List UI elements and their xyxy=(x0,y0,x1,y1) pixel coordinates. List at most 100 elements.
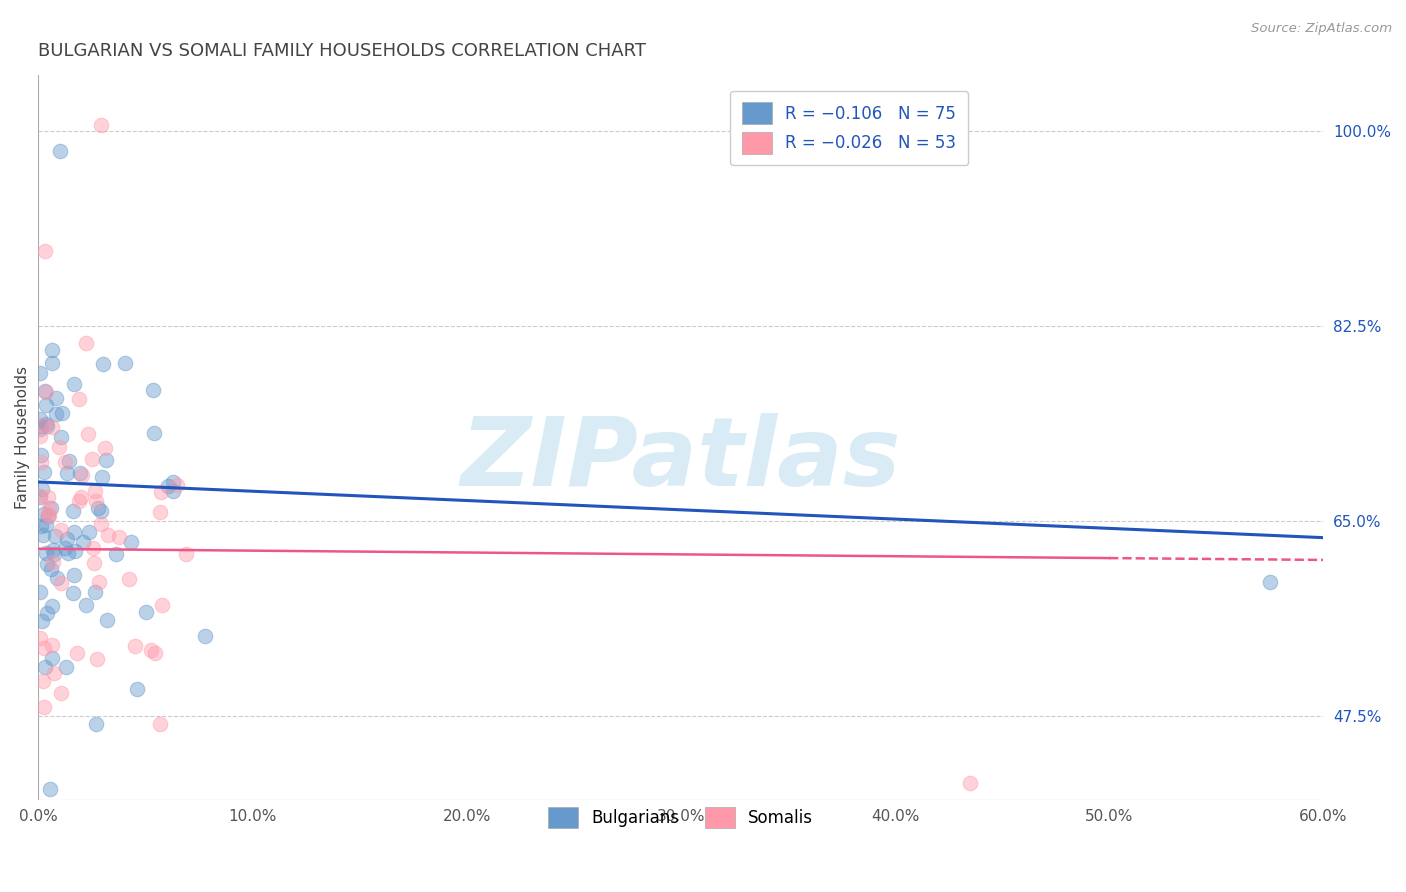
Point xyxy=(49,523,72,537)
Point xyxy=(35,384,58,399)
Point xyxy=(55,660,77,674)
Point xyxy=(32,674,55,689)
Point xyxy=(45,391,67,405)
Point xyxy=(104,547,127,561)
Point xyxy=(174,547,197,561)
Point xyxy=(166,478,188,492)
Point xyxy=(63,544,86,558)
Point xyxy=(35,417,58,431)
Point xyxy=(42,547,65,561)
Point xyxy=(49,430,72,444)
Point xyxy=(139,643,162,657)
Point xyxy=(157,479,180,493)
Point xyxy=(143,425,166,440)
Point xyxy=(120,535,142,549)
Point xyxy=(41,343,63,357)
Point xyxy=(75,598,97,612)
Point xyxy=(41,638,63,652)
Point xyxy=(124,639,146,653)
Point xyxy=(83,483,105,498)
Point xyxy=(39,500,62,515)
Point xyxy=(118,573,141,587)
Point xyxy=(56,466,79,480)
Point xyxy=(35,419,58,434)
Point xyxy=(162,475,184,489)
Point xyxy=(55,533,77,547)
Point xyxy=(77,524,100,539)
Point xyxy=(70,490,93,504)
Point xyxy=(32,528,55,542)
Point xyxy=(51,686,73,700)
Point xyxy=(35,558,58,572)
Text: Source: ZipAtlas.com: Source: ZipAtlas.com xyxy=(1251,22,1392,36)
Point xyxy=(162,483,184,498)
Point xyxy=(30,366,52,380)
Point xyxy=(149,716,172,731)
Text: BULGARIAN VS SOMALI FAMILY HOUSEHOLDS CORRELATION CHART: BULGARIAN VS SOMALI FAMILY HOUSEHOLDS CO… xyxy=(38,42,647,60)
Point xyxy=(84,717,107,731)
Point xyxy=(35,518,58,533)
Point xyxy=(62,568,84,582)
Point xyxy=(53,541,76,555)
Point xyxy=(32,700,55,714)
Point xyxy=(62,377,84,392)
Point xyxy=(31,482,53,496)
Legend: Bulgarians, Somalis: Bulgarians, Somalis xyxy=(541,800,820,835)
Point xyxy=(37,508,59,523)
Point xyxy=(125,681,148,696)
Point xyxy=(66,646,89,660)
Point xyxy=(1258,575,1281,590)
Point xyxy=(91,470,114,484)
Point xyxy=(53,455,76,469)
Point xyxy=(62,504,84,518)
Point xyxy=(32,417,55,432)
Point xyxy=(75,335,97,350)
Point xyxy=(44,666,66,681)
Point xyxy=(90,118,112,132)
Point xyxy=(80,451,103,466)
Point xyxy=(46,571,69,585)
Point xyxy=(30,519,52,533)
Point xyxy=(86,501,108,516)
Point xyxy=(35,398,58,412)
Point xyxy=(77,426,100,441)
Point xyxy=(38,782,60,797)
Point xyxy=(32,465,55,479)
Point xyxy=(67,392,90,406)
Point xyxy=(63,524,86,539)
Point xyxy=(41,651,63,665)
Point xyxy=(30,429,52,443)
Point xyxy=(93,357,115,371)
Point xyxy=(959,776,981,790)
Point xyxy=(70,467,93,482)
Point xyxy=(38,500,60,515)
Point xyxy=(48,440,70,454)
Point xyxy=(35,606,58,620)
Point xyxy=(44,529,66,543)
Point xyxy=(90,516,112,531)
Point xyxy=(30,419,52,434)
Point xyxy=(41,599,63,613)
Point xyxy=(34,384,56,399)
Y-axis label: Family Households: Family Households xyxy=(15,366,30,508)
Point xyxy=(86,652,108,666)
Point xyxy=(142,383,165,397)
Point xyxy=(38,508,60,523)
Point xyxy=(150,598,173,612)
Point xyxy=(51,406,73,420)
Point xyxy=(45,407,67,421)
Point xyxy=(149,505,172,519)
Point xyxy=(97,528,120,542)
Point xyxy=(62,585,84,599)
Point xyxy=(83,556,105,570)
Point xyxy=(34,244,56,258)
Point xyxy=(30,412,52,426)
Point xyxy=(30,448,52,462)
Point xyxy=(30,490,52,504)
Point xyxy=(69,466,91,480)
Point xyxy=(34,546,56,560)
Point xyxy=(87,574,110,589)
Point xyxy=(41,356,63,370)
Point xyxy=(30,422,52,436)
Point xyxy=(30,490,52,504)
